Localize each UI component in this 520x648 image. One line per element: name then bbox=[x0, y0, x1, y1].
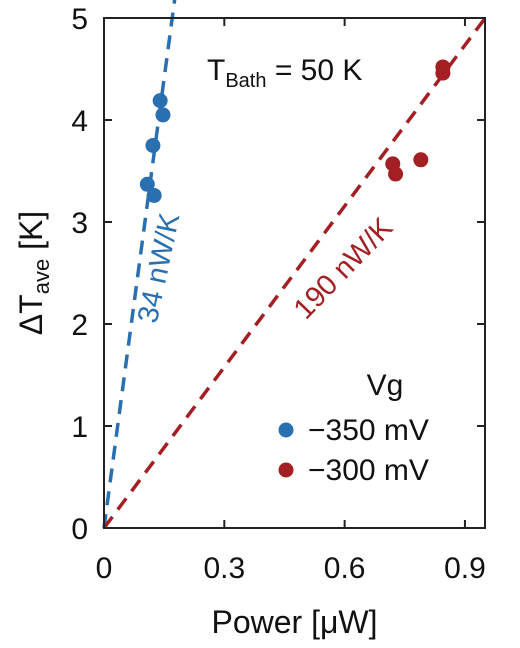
x-axis-label: Power [μW] bbox=[211, 604, 377, 640]
legend-label: −300 mV bbox=[308, 454, 429, 487]
x-tick-label: 0.3 bbox=[203, 552, 245, 585]
data-point bbox=[435, 65, 451, 81]
y-axis-label: ΔTave [K] bbox=[13, 211, 54, 335]
data-point bbox=[388, 166, 404, 182]
fit-lines bbox=[102, 0, 487, 530]
data-points bbox=[139, 59, 451, 203]
data-point bbox=[413, 152, 429, 168]
x-tick-label: 0.6 bbox=[324, 552, 366, 585]
legend: Vg −350 mV −300 mV bbox=[278, 369, 429, 487]
axes bbox=[103, 17, 486, 529]
legend-label: −350 mV bbox=[308, 414, 429, 447]
bath-temperature-label: TBath = 50 K bbox=[207, 54, 362, 92]
x-tick-label: 0.9 bbox=[444, 552, 486, 585]
fit-line bbox=[102, 17, 487, 530]
y-tick-label: 3 bbox=[71, 207, 88, 240]
data-point bbox=[155, 107, 171, 123]
y-tick-label: 1 bbox=[71, 411, 88, 444]
fit-line bbox=[102, 0, 177, 529]
y-tick-label: 0 bbox=[71, 513, 88, 546]
data-point bbox=[146, 187, 162, 203]
data-point bbox=[152, 93, 168, 109]
plot-frame bbox=[103, 17, 486, 529]
y-tick-label: 2 bbox=[71, 309, 88, 342]
tick-labels: 0 0.3 0.6 0.9 0 1 2 3 4 5 bbox=[71, 3, 485, 585]
legend-marker bbox=[278, 462, 294, 478]
y-tick-label: 5 bbox=[71, 3, 88, 36]
legend-marker bbox=[278, 422, 294, 438]
y-tick-label: 4 bbox=[71, 105, 88, 138]
data-point bbox=[139, 176, 155, 192]
fit-label: 190 nW/K bbox=[288, 211, 400, 325]
x-tick-label: 0 bbox=[96, 552, 113, 585]
legend-title: Vg bbox=[367, 369, 404, 402]
data-point bbox=[145, 138, 161, 153]
